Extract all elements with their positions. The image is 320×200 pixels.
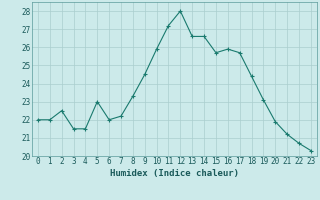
X-axis label: Humidex (Indice chaleur): Humidex (Indice chaleur) — [110, 169, 239, 178]
